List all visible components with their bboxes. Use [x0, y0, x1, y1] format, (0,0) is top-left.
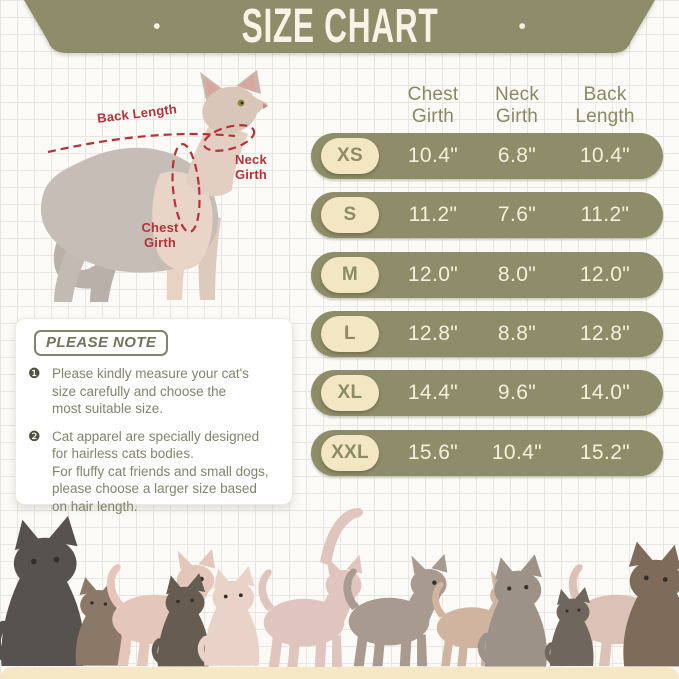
- chest-girth-value: 12.0": [407, 263, 459, 286]
- table-row-s: S 11.2" 7.6" 11.2": [311, 192, 663, 238]
- chest-girth-value: 10.4": [407, 144, 459, 167]
- neck-girth-value: 7.6": [497, 203, 537, 226]
- circled-number-1-icon: ❶: [28, 365, 41, 381]
- footer-cream-band: [0, 667, 679, 679]
- table-column-headers: Chest Girth Neck Girth Back Length: [311, 84, 663, 132]
- table-row-l: L 12.8" 8.8" 12.8": [311, 311, 663, 357]
- neck-girth-value: 6.8": [497, 144, 537, 167]
- neck-girth-value: 8.0": [497, 263, 537, 286]
- note-item-2: ❷ Cat apparel are specially designed for…: [28, 428, 280, 516]
- left-dot-icon: •: [153, 15, 161, 38]
- back-length-dashed-line: [47, 132, 236, 154]
- neck-girth-label: Neck Girth: [235, 152, 268, 182]
- cat-measurement-diagram: Back Length Neck Girth Chest Girth: [10, 70, 310, 315]
- size-badge: M: [321, 257, 379, 293]
- table-row-xxl: XXL 15.6" 10.4" 15.2": [311, 430, 663, 476]
- sphynx-cats-photo-strip: [0, 500, 679, 668]
- chest-girth-value: 15.6": [407, 441, 459, 464]
- column-header-neck-girth: Neck Girth: [494, 84, 540, 127]
- column-header-chest-girth: Chest Girth: [407, 84, 459, 127]
- table-row-m: M 12.0" 8.0" 12.0": [311, 252, 663, 298]
- header-banner: • SIZE CHART •: [0, 0, 679, 56]
- size-badge: XS: [321, 138, 379, 174]
- neck-girth-value: 8.8": [497, 322, 537, 345]
- sphynx-cat-illustration: [40, 70, 268, 302]
- cat-group-illustration: [0, 508, 679, 668]
- neck-girth-dashed-ellipse: [202, 124, 256, 152]
- size-badge: XXL: [321, 435, 379, 471]
- table-row-xl: XL 14.4" 9.6" 14.0": [311, 370, 663, 416]
- neck-girth-value: 9.6": [497, 381, 537, 404]
- circled-number-2-icon: ❷: [28, 427, 41, 444]
- back-length-value: 14.0": [579, 381, 631, 404]
- size-badge: L: [321, 316, 379, 352]
- note-item-text: Cat apparel are specially designed for h…: [52, 428, 269, 514]
- size-badge: S: [321, 197, 379, 233]
- note-title-badge: PLEASE NOTE: [34, 330, 169, 356]
- please-note-card: PLEASE NOTE ❶ Please kindly measure your…: [15, 318, 293, 514]
- chest-girth-dashed-ellipse: [171, 143, 201, 233]
- size-badge: XL: [321, 375, 379, 411]
- banner-ribbon-shape: [24, 0, 655, 53]
- table-row-xs: XS 10.4" 6.8" 10.4": [311, 133, 663, 179]
- back-length-value: 12.0": [579, 263, 631, 286]
- neck-girth-value: 10.4": [491, 441, 543, 464]
- chest-girth-label: Chest Girth: [141, 220, 179, 250]
- note-item-1: ❶ Please kindly measure your cat's size …: [28, 365, 280, 418]
- column-header-back-length: Back Length: [575, 84, 635, 127]
- back-length-value: 11.2": [580, 203, 630, 226]
- back-length-value: 15.2": [579, 441, 631, 464]
- back-length-value: 12.8": [579, 322, 631, 345]
- chest-girth-value: 11.2": [408, 203, 458, 226]
- note-item-text: Please kindly measure your cat's size ca…: [52, 366, 249, 416]
- banner-text: • SIZE CHART •: [0, 0, 679, 53]
- page-title: SIZE CHART: [241, 0, 438, 53]
- chest-girth-value: 14.4": [407, 381, 459, 404]
- back-length-value: 10.4": [579, 144, 631, 167]
- chest-girth-value: 12.8": [407, 322, 459, 345]
- right-dot-icon: •: [518, 15, 526, 38]
